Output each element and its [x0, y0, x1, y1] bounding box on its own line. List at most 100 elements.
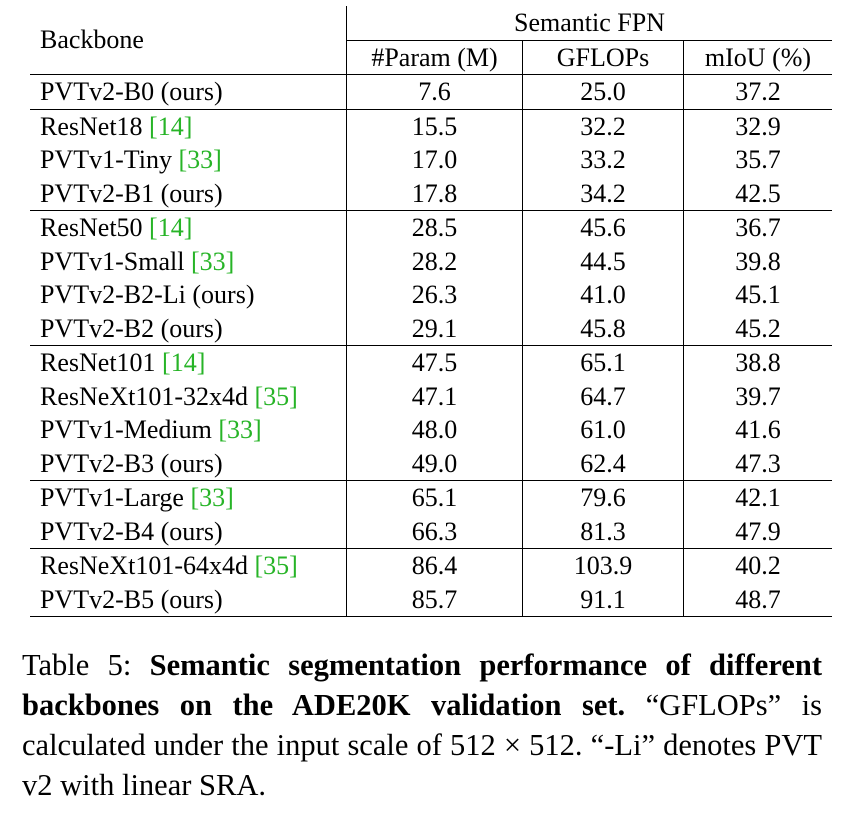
backbone-cell: PVTv2-B0 (ours)	[30, 74, 347, 109]
param-cell: 85.7	[346, 582, 523, 617]
backbone-cell: PVTv2-B2-Li (ours)	[30, 278, 347, 312]
table-row: PVTv1-Medium [33] 48.0 61.0 41.6	[30, 413, 832, 447]
backbone-name: PVTv2-B1 (ours)	[40, 178, 223, 208]
miou-cell: 47.9	[735, 516, 781, 546]
miou-cell: 42.1	[683, 480, 832, 515]
gflops-cell: 103.9	[522, 548, 684, 583]
backbone-cell: PVTv1-Tiny [33]	[30, 143, 347, 177]
table-row: ResNet18 [14] 15.5 32.2 32.9	[30, 108, 832, 143]
citation-link[interactable]: [35]	[254, 551, 298, 580]
header-row-2: #Param (M) GFLOPs mIoU (%)	[30, 40, 832, 75]
semantic-fpn-header: Semantic FPN	[346, 6, 832, 41]
backbone-name: PVTv1-Large	[40, 483, 191, 512]
table-row: PVTv2-B5 (ours) 85.7 91.1 48.7	[30, 582, 832, 617]
param-cell: 28.5	[346, 210, 523, 245]
table-row: PVTv2-B2-Li (ours) 26.3 41.0 45.1	[30, 278, 832, 312]
gflops-cell: 41.0	[522, 278, 684, 312]
miou-cell: 38.8	[683, 345, 832, 380]
gflops-cell: 33.2	[522, 143, 684, 177]
param-cell: 66.3	[346, 514, 523, 549]
backbone-cell: PVTv2-B5 (ours)	[30, 582, 347, 617]
param-cell: 86.4	[346, 548, 523, 583]
gflops-cell: 64.7	[522, 379, 684, 413]
gflops-cell: 65.1	[522, 345, 684, 380]
backbone-cell: PVTv1-Small [33]	[30, 244, 347, 278]
citation-link[interactable]: [14]	[149, 213, 193, 242]
backbone-name: PVTv2-B2-Li (ours)	[40, 280, 255, 309]
table-row: PVTv1-Large [33] 65.1 79.6 42.1	[30, 480, 832, 515]
backbone-cell: ResNeXt101-64x4d [35]	[30, 548, 347, 583]
backbone-header: Backbone	[30, 6, 347, 75]
backbone-name: PVTv1-Tiny	[40, 145, 179, 174]
param-cell: 29.1	[346, 311, 523, 346]
gflops-cell: 45.6	[522, 210, 684, 245]
table-row: PVTv2-B1 (ours) 17.8 34.2 42.5	[30, 176, 832, 211]
miou-cell: 45.2	[735, 313, 781, 343]
gflops-cell: 34.2	[522, 176, 684, 211]
miou-cell: 39.8	[735, 246, 781, 276]
citation-link[interactable]: [14]	[162, 348, 206, 377]
backbone-cell: ResNet18 [14]	[30, 108, 347, 143]
miou-cell: 35.7	[735, 145, 781, 174]
backbone-name: PVTv2-B4 (ours)	[40, 516, 223, 546]
citation-link[interactable]: [33]	[218, 415, 262, 444]
miou-header: mIoU (%)	[704, 42, 812, 72]
backbone-name: ResNet18	[40, 111, 150, 141]
citation-link[interactable]: [35]	[254, 381, 298, 411]
backbone-name: PVTv2-B3 (ours)	[40, 448, 223, 478]
backbone-cell: ResNeXt101-32x4d [35]	[30, 379, 347, 413]
gflops-cell: 62.4	[522, 446, 684, 481]
backbone-name: PVTv2-B2 (ours)	[40, 313, 223, 343]
param-cell: 49.0	[346, 446, 523, 481]
citation-link[interactable]: [33]	[190, 483, 234, 512]
miou-cell: 36.7	[683, 210, 832, 245]
backbone-cell: PVTv2-B1 (ours)	[30, 176, 347, 211]
table-caption: Table 5: Semantic segmentation performan…	[22, 645, 822, 805]
param-cell: 65.1	[346, 480, 523, 515]
param-cell: 17.8	[346, 176, 523, 211]
citation-link[interactable]: [33]	[178, 145, 222, 174]
gflops-cell: 45.8	[522, 311, 684, 346]
caption-rest-text: “GFLOPs” is calculated under the input s…	[22, 688, 822, 802]
table-row: ResNeXt101-32x4d [35] 47.1 64.7 39.7	[30, 379, 832, 413]
citation-link[interactable]: [14]	[149, 111, 193, 141]
gflops-cell: 61.0	[522, 413, 684, 447]
results-body: PVTv2-B0 (ours) 7.6 25.0 37.2 ResNet18 [14] 1…	[30, 74, 832, 617]
backbone-cell: PVTv1-Large [33]	[30, 480, 347, 515]
param-cell: 7.6	[346, 74, 523, 109]
gflops-cell: 25.0	[522, 74, 684, 109]
backbone-cell: PVTv2-B3 (ours)	[30, 446, 347, 481]
param-cell: 47.1	[346, 379, 523, 413]
gflops-cell: 91.1	[522, 582, 684, 617]
backbone-cell: ResNet101 [14]	[30, 345, 347, 380]
backbone-name: ResNet50	[40, 213, 150, 242]
param-cell: 15.5	[346, 108, 523, 143]
gflops-header: GFLOPs	[522, 40, 684, 75]
backbone-name: ResNeXt101-32x4d	[40, 381, 255, 411]
caption-bold-text: Semantic segmentation performance of dif…	[22, 648, 822, 722]
table-row: PVTv2-B3 (ours) 49.0 62.4 47.3	[30, 446, 832, 481]
backbone-name: ResNet101	[40, 348, 163, 377]
param-cell: 26.3	[346, 278, 523, 312]
miou-cell: 45.1	[735, 280, 781, 309]
backbone-name: PVTv2-B0 (ours)	[40, 77, 223, 106]
param-header: #Param (M)	[346, 40, 523, 75]
citation-link[interactable]: [33]	[190, 246, 235, 276]
table-row: PVTv2-B0 (ours) 7.6 25.0 37.2	[30, 74, 832, 109]
backbone-cell: ResNet50 [14]	[30, 210, 347, 245]
backbone-name: PVTv1-Medium	[40, 415, 219, 444]
gflops-cell: 44.5	[522, 244, 684, 278]
table-row: PVTv1-Tiny [33] 17.0 33.2 35.7	[30, 143, 832, 177]
miou-cell: 39.7	[735, 381, 781, 411]
backbone-cell: PVTv1-Medium [33]	[30, 413, 347, 447]
miou-cell: 42.5	[735, 178, 781, 208]
param-cell: 28.2	[346, 244, 523, 278]
param-cell: 48.0	[346, 413, 523, 447]
miou-cell: 32.9	[683, 108, 832, 143]
table-row: PVTv2-B2 (ours) 29.1 45.8 45.2	[30, 311, 832, 346]
caption-label: Table 5:	[22, 648, 150, 682]
miou-cell: 37.2	[683, 74, 832, 109]
table-row: PVTv1-Small [33] 28.2 44.5 39.8	[30, 244, 832, 278]
table-row: PVTv2-B4 (ours) 66.3 81.3 47.9	[30, 514, 832, 549]
